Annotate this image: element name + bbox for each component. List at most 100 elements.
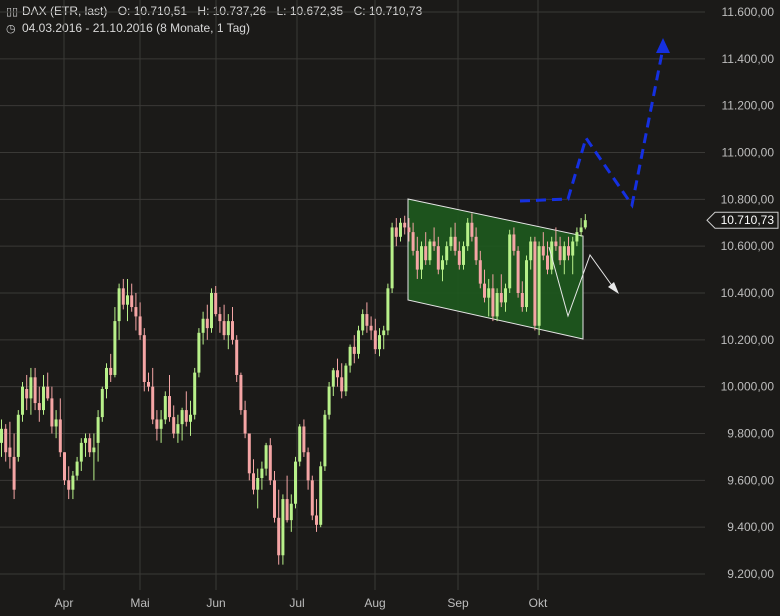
candle-body <box>75 461 79 476</box>
candle-body <box>54 419 58 427</box>
candle-body <box>197 332 201 373</box>
candle <box>319 461 323 528</box>
candle <box>315 499 318 532</box>
candle-body <box>571 241 575 256</box>
candle-body <box>449 236 453 247</box>
candle-body <box>42 386 45 411</box>
candle <box>508 229 512 293</box>
candle-body <box>25 389 29 399</box>
candle <box>243 400 247 439</box>
candle-body <box>172 417 176 434</box>
candle <box>21 381 24 422</box>
candle <box>130 283 134 312</box>
period-header: ◷ 04.03.2016 - 21.10.2016 (8 Monate, 1 Ta… <box>6 21 250 35</box>
candle <box>529 236 533 270</box>
candle-body <box>71 475 75 490</box>
candle <box>63 452 66 486</box>
candle <box>445 241 449 265</box>
candle <box>37 386 41 422</box>
candle <box>499 274 503 308</box>
bullish-arrowhead <box>656 38 670 53</box>
candle-body <box>407 227 411 233</box>
candle <box>327 381 331 420</box>
x-tick-label: Okt <box>529 596 548 610</box>
candle-body <box>92 447 96 453</box>
candle-body <box>504 288 507 303</box>
candle <box>75 456 79 481</box>
candle-body <box>21 386 24 415</box>
candle <box>159 410 163 443</box>
y-tick-label: 10.600,00 <box>721 239 775 253</box>
candle-body <box>180 410 184 425</box>
candle-body <box>554 241 558 247</box>
candle-body <box>344 365 348 392</box>
bullish-projection-line <box>519 47 665 209</box>
candle-body <box>218 314 222 322</box>
candle-body <box>113 321 117 375</box>
candle-body <box>84 438 87 443</box>
candle-body <box>8 447 12 457</box>
candle <box>294 456 297 509</box>
candle <box>281 494 285 565</box>
candle <box>252 459 255 495</box>
candle <box>126 278 129 322</box>
candle-body <box>273 480 276 518</box>
candle-body <box>365 314 369 326</box>
alternative-path-line <box>548 246 614 318</box>
candle-body <box>436 246 440 270</box>
candle <box>42 374 45 415</box>
candle-body <box>336 370 339 378</box>
candle-body <box>525 260 528 308</box>
candle <box>50 386 54 434</box>
y-tick-label: 9.400,00 <box>727 520 774 534</box>
candle <box>96 410 100 462</box>
candle <box>298 424 302 467</box>
candle-body <box>289 503 293 521</box>
candle <box>386 283 390 336</box>
candle <box>390 222 394 293</box>
candle-body <box>340 377 344 392</box>
candle <box>113 307 117 378</box>
candle <box>176 414 180 443</box>
candle-body <box>294 461 297 504</box>
candle <box>117 283 121 340</box>
x-tick-label: Apr <box>55 596 74 610</box>
candle-body <box>579 227 583 233</box>
candle-body <box>155 419 159 429</box>
candle <box>12 433 16 500</box>
candle <box>466 218 470 251</box>
candle-body <box>520 293 524 308</box>
candle-body <box>147 381 150 387</box>
candle-body <box>163 396 167 420</box>
candle <box>88 433 92 457</box>
candle <box>495 288 499 322</box>
candle <box>462 241 465 270</box>
candle <box>420 241 423 279</box>
candle-body <box>457 250 461 265</box>
candle <box>562 241 566 275</box>
candle-body <box>386 288 390 331</box>
candle <box>239 372 243 415</box>
candle-body <box>453 236 457 251</box>
candle-body <box>533 241 537 326</box>
y-tick-label: 11.400,00 <box>722 52 775 66</box>
candle-body <box>247 433 251 474</box>
candle-body <box>46 386 50 399</box>
candle <box>415 236 419 279</box>
candle-body <box>575 232 579 242</box>
candle-body <box>315 515 318 525</box>
candle <box>197 328 201 378</box>
candle <box>231 307 234 345</box>
candle-body <box>319 466 323 525</box>
instrument-header: ▯▯ DAX (ETR, last) O: 10.710,51 H: 10.737… <box>6 4 422 18</box>
candle <box>54 410 58 439</box>
candle-body <box>264 445 268 469</box>
candles <box>0 213 587 565</box>
candle <box>92 433 96 481</box>
candle-body <box>537 246 541 326</box>
candle <box>46 372 50 401</box>
candle-body <box>546 255 549 270</box>
candle-body <box>50 398 54 427</box>
y-axis: 11.600,00 11.400,00 11.200,00 11.000,00 10.8… <box>721 5 775 581</box>
